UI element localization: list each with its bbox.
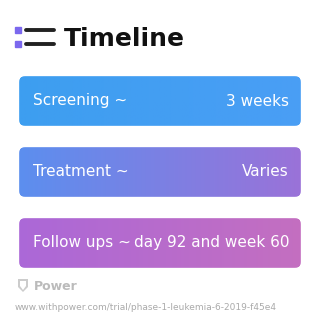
Text: www.withpower.com/trial/phase-1-leukemia-6-2019-f45e4: www.withpower.com/trial/phase-1-leukemia… xyxy=(15,302,277,312)
Text: Power: Power xyxy=(34,280,78,292)
Text: Treatment ~: Treatment ~ xyxy=(33,164,129,180)
Text: Screening ~: Screening ~ xyxy=(33,94,127,109)
Polygon shape xyxy=(20,281,26,290)
Polygon shape xyxy=(18,279,28,292)
Text: Varies: Varies xyxy=(242,164,289,180)
Text: Timeline: Timeline xyxy=(64,27,185,51)
Text: 3 weeks: 3 weeks xyxy=(226,94,289,109)
Text: day 92 and week 60: day 92 and week 60 xyxy=(133,235,289,250)
Text: Follow ups ~: Follow ups ~ xyxy=(33,235,131,250)
